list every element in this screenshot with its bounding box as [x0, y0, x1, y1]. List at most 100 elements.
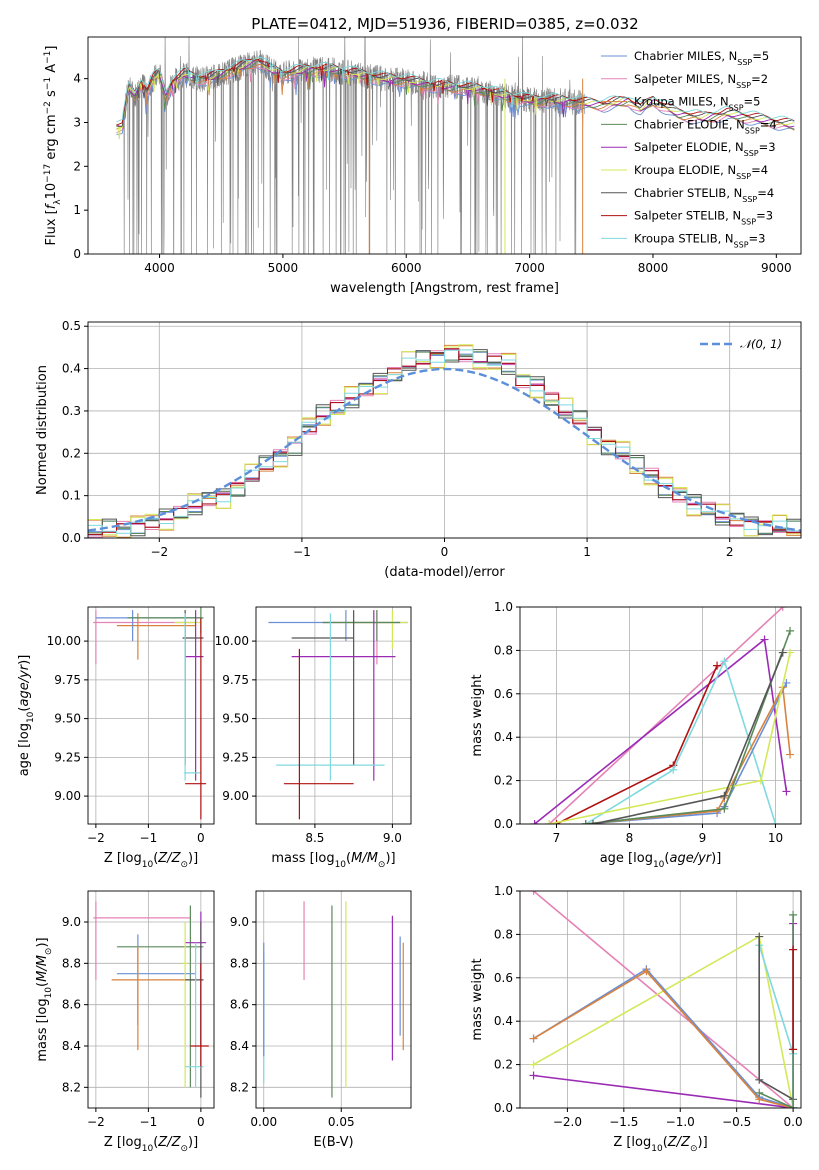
- y-tick-label: 0: [73, 247, 81, 261]
- model-spectrum-kroupa-miles: [116, 63, 795, 131]
- axes-frame: [87, 606, 215, 825]
- y-axis-label-part: age/yr: [17, 663, 32, 706]
- x-axis-label-part: )]: [188, 1135, 198, 1150]
- x-axis-label-part: ⊙: [180, 1144, 188, 1154]
- series-marker: [778, 607, 787, 611]
- y-tick-label: 0.6: [494, 687, 513, 701]
- y-axis-label-part: 10: [44, 183, 59, 200]
- y-tick-label: 2: [73, 159, 81, 173]
- series-marker: [756, 776, 765, 785]
- y-axis-label-part: −1: [43, 77, 53, 90]
- x-tick-label: 8000: [638, 261, 669, 275]
- x-axis-label-part: (: [153, 1135, 158, 1150]
- legend-entry-part: SSP: [736, 80, 751, 89]
- axes-frame: [87, 36, 802, 255]
- y-tick-label: 0.4: [494, 730, 513, 744]
- series-line-chabrier-miles: [585, 682, 788, 824]
- plot-area: [529, 891, 798, 1108]
- series-line-salpeter-miles: [548, 607, 784, 824]
- legend-entry: Kroupa MILES, NSSP=5: [634, 95, 760, 113]
- x-tick-label: −1.5: [609, 1115, 638, 1129]
- y-tick-label: 0.2: [494, 774, 513, 788]
- x-tick-label: 2: [726, 545, 734, 559]
- y-tick-label: 0.0: [494, 817, 513, 831]
- panel-residuals: −2 −1 0 1 2 0.0 0.1 0.2 0.3 0.4 0.5 (data-model)/er…: [35, 319, 802, 580]
- y-axis-label-part: 10: [26, 711, 36, 723]
- series-marker: [786, 648, 795, 657]
- x-tick-label: 0.05: [328, 1115, 355, 1129]
- x-axis-label: wavelength [Angstrom, rest frame]: [330, 281, 559, 296]
- x-tick-label: 0: [441, 545, 449, 559]
- y-axis-label-part: Normed distribution: [35, 365, 50, 495]
- x-axis-label-part: Z/Z: [157, 1135, 181, 1150]
- x-axis-label-part: )]: [385, 851, 395, 866]
- x-tick-label: −2: [87, 1115, 105, 1129]
- y-tick-label: 8.2: [230, 1080, 249, 1094]
- y-axis-label-part: 10: [44, 987, 54, 999]
- y-tick-label: 9.75: [54, 673, 81, 687]
- series-marker: [786, 626, 795, 635]
- x-axis-label: E(B-V): [313, 1135, 353, 1150]
- y-axis-label-part: Flux [: [44, 209, 59, 245]
- legend-entry-part: SSP: [744, 149, 759, 158]
- series-marker: [778, 648, 787, 657]
- y-tick-label: 8.6: [230, 998, 249, 1012]
- legend-entry: Kroupa ELODIE, NSSP=4: [634, 163, 768, 181]
- legend-entry-part: Chabrier MILES, N: [634, 49, 737, 63]
- x-axis-label: (data-model)/error: [384, 565, 505, 580]
- y-tick-label: 8.6: [62, 998, 81, 1012]
- y-tick-label: 0.8: [494, 927, 513, 941]
- x-tick-label: −0.5: [722, 1115, 751, 1129]
- series-line-salpeter-elodie: [534, 637, 788, 824]
- y-axis-label-part: (: [35, 982, 50, 987]
- plot-area: [268, 610, 408, 820]
- y-tick-label: 10.00: [47, 634, 81, 648]
- plot-area: [88, 344, 801, 538]
- y-tick-label: 1: [73, 203, 81, 217]
- legend-entry-part: Salpeter ELODIE, N: [634, 140, 744, 154]
- x-axis-label: Z [log10(Z/Z⊙)]: [104, 851, 198, 870]
- y-axis-label-part: )]: [35, 937, 50, 947]
- x-tick-label: 8: [626, 831, 634, 845]
- y-tick-label: 0.3: [62, 404, 81, 418]
- x-axis-label-part: 10: [335, 860, 347, 870]
- legend-entry-part: =5: [752, 49, 769, 63]
- series-marker: [760, 635, 769, 644]
- x-axis-label-part: mass [log: [271, 851, 334, 866]
- y-tick-label: 9.50: [54, 712, 81, 726]
- figure-title: PLATE=0412, MJD=51936, FIBERID=0385, z=0…: [251, 15, 638, 33]
- x-axis-label-part: )]: [698, 1135, 708, 1150]
- series-marker: [755, 1088, 764, 1097]
- x-tick-label: 1: [583, 545, 591, 559]
- y-axis-label: mass weight: [470, 958, 485, 1040]
- series-line-chabrier-miles: [533, 968, 794, 1108]
- x-axis-label-part: 10: [142, 860, 154, 870]
- series-marker: [588, 820, 597, 824]
- y-tick-label: 8.8: [230, 956, 249, 970]
- y-axis-label-part: ]: [44, 46, 59, 51]
- series-marker: [789, 1104, 798, 1108]
- x-axis-label-part: (: [346, 851, 351, 866]
- series-marker: [771, 820, 780, 824]
- series-marker: [529, 891, 538, 895]
- series-marker: [720, 804, 729, 813]
- x-axis-label-part: (: [663, 1135, 668, 1150]
- legend-entry-part: SSP: [736, 172, 751, 181]
- y-tick-label: 0.4: [62, 362, 81, 376]
- legend-entry-part: Chabrier STELIB, N: [634, 186, 742, 200]
- y-tick-label: 4: [73, 72, 81, 86]
- legend-entry: Salpeter ELODIE, NSSP=3: [634, 140, 776, 158]
- legend-entry-part: =2: [751, 72, 768, 86]
- legend-entry-part: =3: [756, 209, 773, 223]
- x-axis-label-part: 10: [651, 1144, 663, 1154]
- x-axis-label-part: Z/Z: [667, 1135, 691, 1150]
- legend-entry-part: =3: [759, 140, 776, 154]
- legend-entry-part: SSP: [742, 194, 757, 203]
- y-tick-label: 0.0: [62, 531, 81, 545]
- y-tick-label: 9.25: [222, 750, 249, 764]
- y-axis-label-part: M/M: [35, 955, 50, 982]
- x-tick-label: −2: [87, 831, 105, 845]
- legend-entry-part: Kroupa STELIB, N: [634, 231, 734, 245]
- x-tick-label: −1.0: [666, 1115, 695, 1129]
- axes-layer: 4000 5000 6000 7000 8000 900001234wavelength …: [17, 36, 803, 1154]
